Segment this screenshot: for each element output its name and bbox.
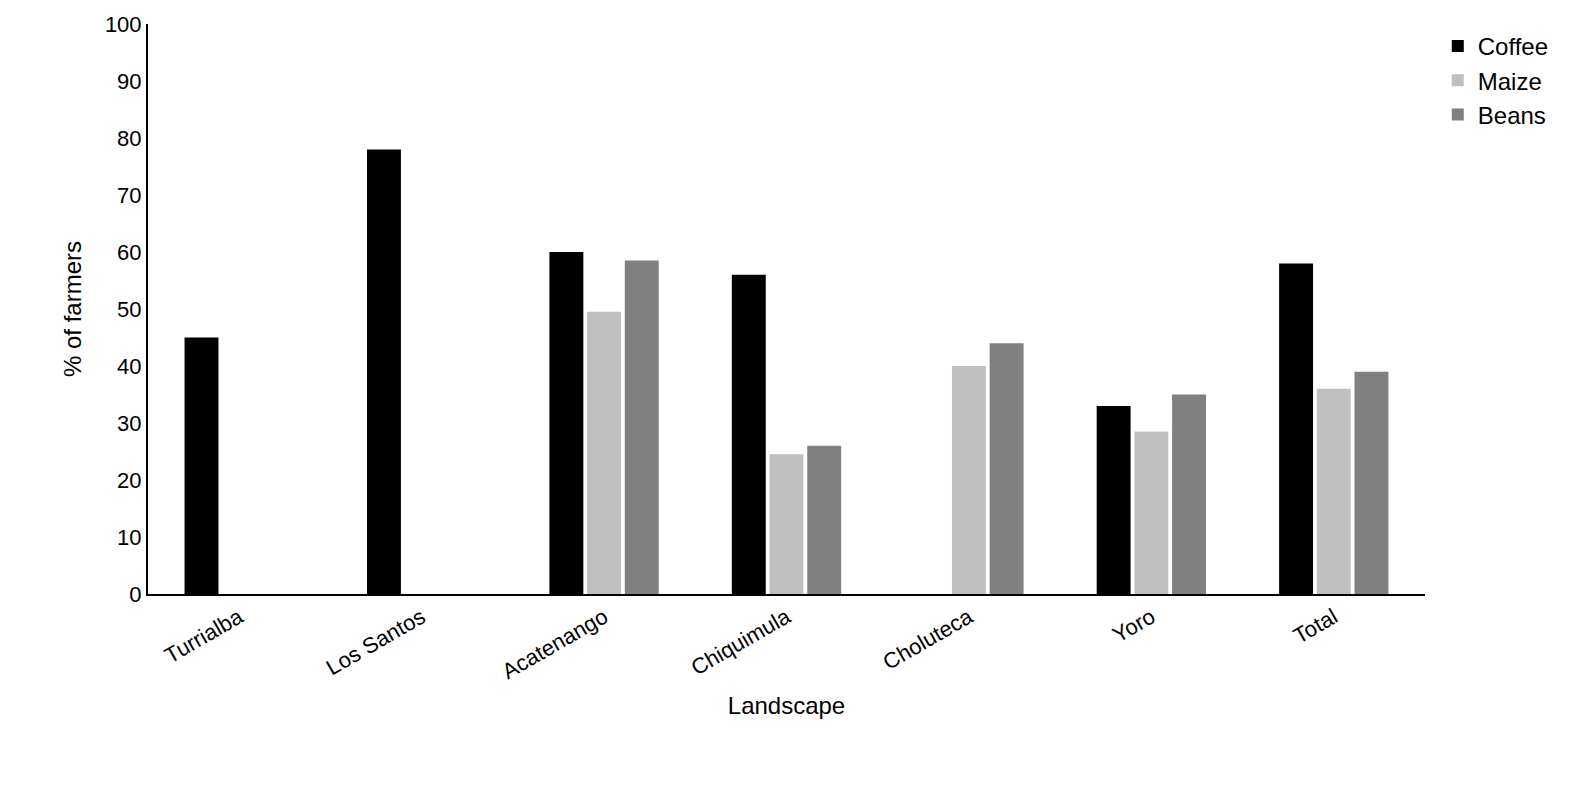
svg-text:Acatenango: Acatenango — [498, 604, 612, 684]
svg-text:Maize: Maize — [1478, 68, 1542, 95]
svg-text:% of farmers: % of farmers — [59, 241, 86, 377]
svg-text:Coffee: Coffee — [1478, 33, 1548, 60]
svg-text:80: 80 — [117, 126, 141, 151]
svg-text:Chiquimula: Chiquimula — [687, 603, 795, 680]
svg-text:Choluteca: Choluteca — [879, 603, 978, 675]
svg-text:70: 70 — [117, 183, 141, 208]
svg-text:Landscape: Landscape — [728, 692, 845, 719]
svg-text:60: 60 — [117, 240, 141, 265]
svg-text:30: 30 — [117, 411, 141, 436]
svg-text:Yoro: Yoro — [1108, 604, 1159, 648]
svg-text:50: 50 — [117, 297, 141, 322]
svg-text:90: 90 — [117, 69, 141, 94]
svg-text:20: 20 — [117, 468, 141, 493]
svg-text:Total: Total — [1289, 604, 1342, 649]
svg-text:0: 0 — [129, 582, 141, 607]
svg-text:100: 100 — [105, 12, 142, 37]
svg-text:Turrialba: Turrialba — [160, 603, 248, 668]
svg-text:Beans: Beans — [1478, 102, 1546, 129]
svg-text:40: 40 — [117, 354, 141, 379]
svg-text:Los Santos: Los Santos — [322, 604, 430, 681]
svg-text:10: 10 — [117, 525, 141, 550]
